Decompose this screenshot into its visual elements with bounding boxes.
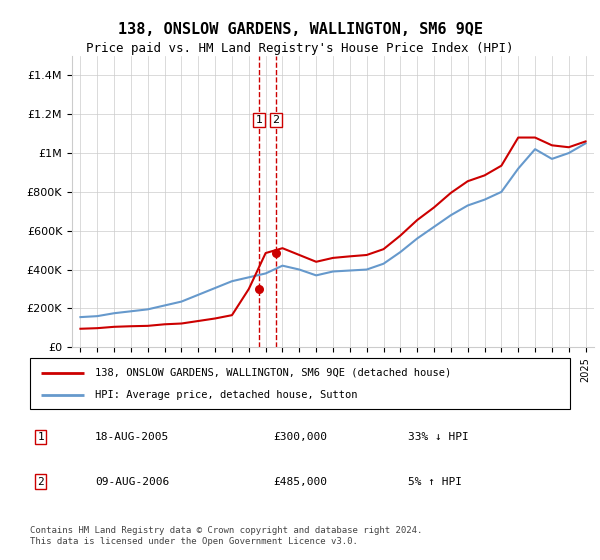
Point: [254, 284, 264, 293]
Text: 138, ONSLOW GARDENS, WALLINGTON, SM6 9QE (detached house): 138, ONSLOW GARDENS, WALLINGTON, SM6 9QE…: [95, 367, 451, 377]
Text: 138, ONSLOW GARDENS, WALLINGTON, SM6 9QE: 138, ONSLOW GARDENS, WALLINGTON, SM6 9QE: [118, 22, 482, 38]
Text: 2: 2: [37, 477, 44, 487]
Text: 2: 2: [272, 115, 280, 125]
Text: 33% ↓ HPI: 33% ↓ HPI: [408, 432, 469, 442]
Text: 1: 1: [37, 432, 44, 442]
Text: Price paid vs. HM Land Registry's House Price Index (HPI): Price paid vs. HM Land Registry's House …: [86, 42, 514, 55]
Point: [271, 249, 281, 258]
Text: £300,000: £300,000: [273, 432, 327, 442]
FancyBboxPatch shape: [30, 358, 570, 409]
Text: £485,000: £485,000: [273, 477, 327, 487]
Text: 18-AUG-2005: 18-AUG-2005: [95, 432, 169, 442]
Text: Contains HM Land Registry data © Crown copyright and database right 2024.
This d: Contains HM Land Registry data © Crown c…: [30, 526, 422, 546]
Text: 1: 1: [256, 115, 262, 125]
Text: 09-AUG-2006: 09-AUG-2006: [95, 477, 169, 487]
Text: 5% ↑ HPI: 5% ↑ HPI: [408, 477, 462, 487]
Text: HPI: Average price, detached house, Sutton: HPI: Average price, detached house, Sutt…: [95, 390, 358, 400]
